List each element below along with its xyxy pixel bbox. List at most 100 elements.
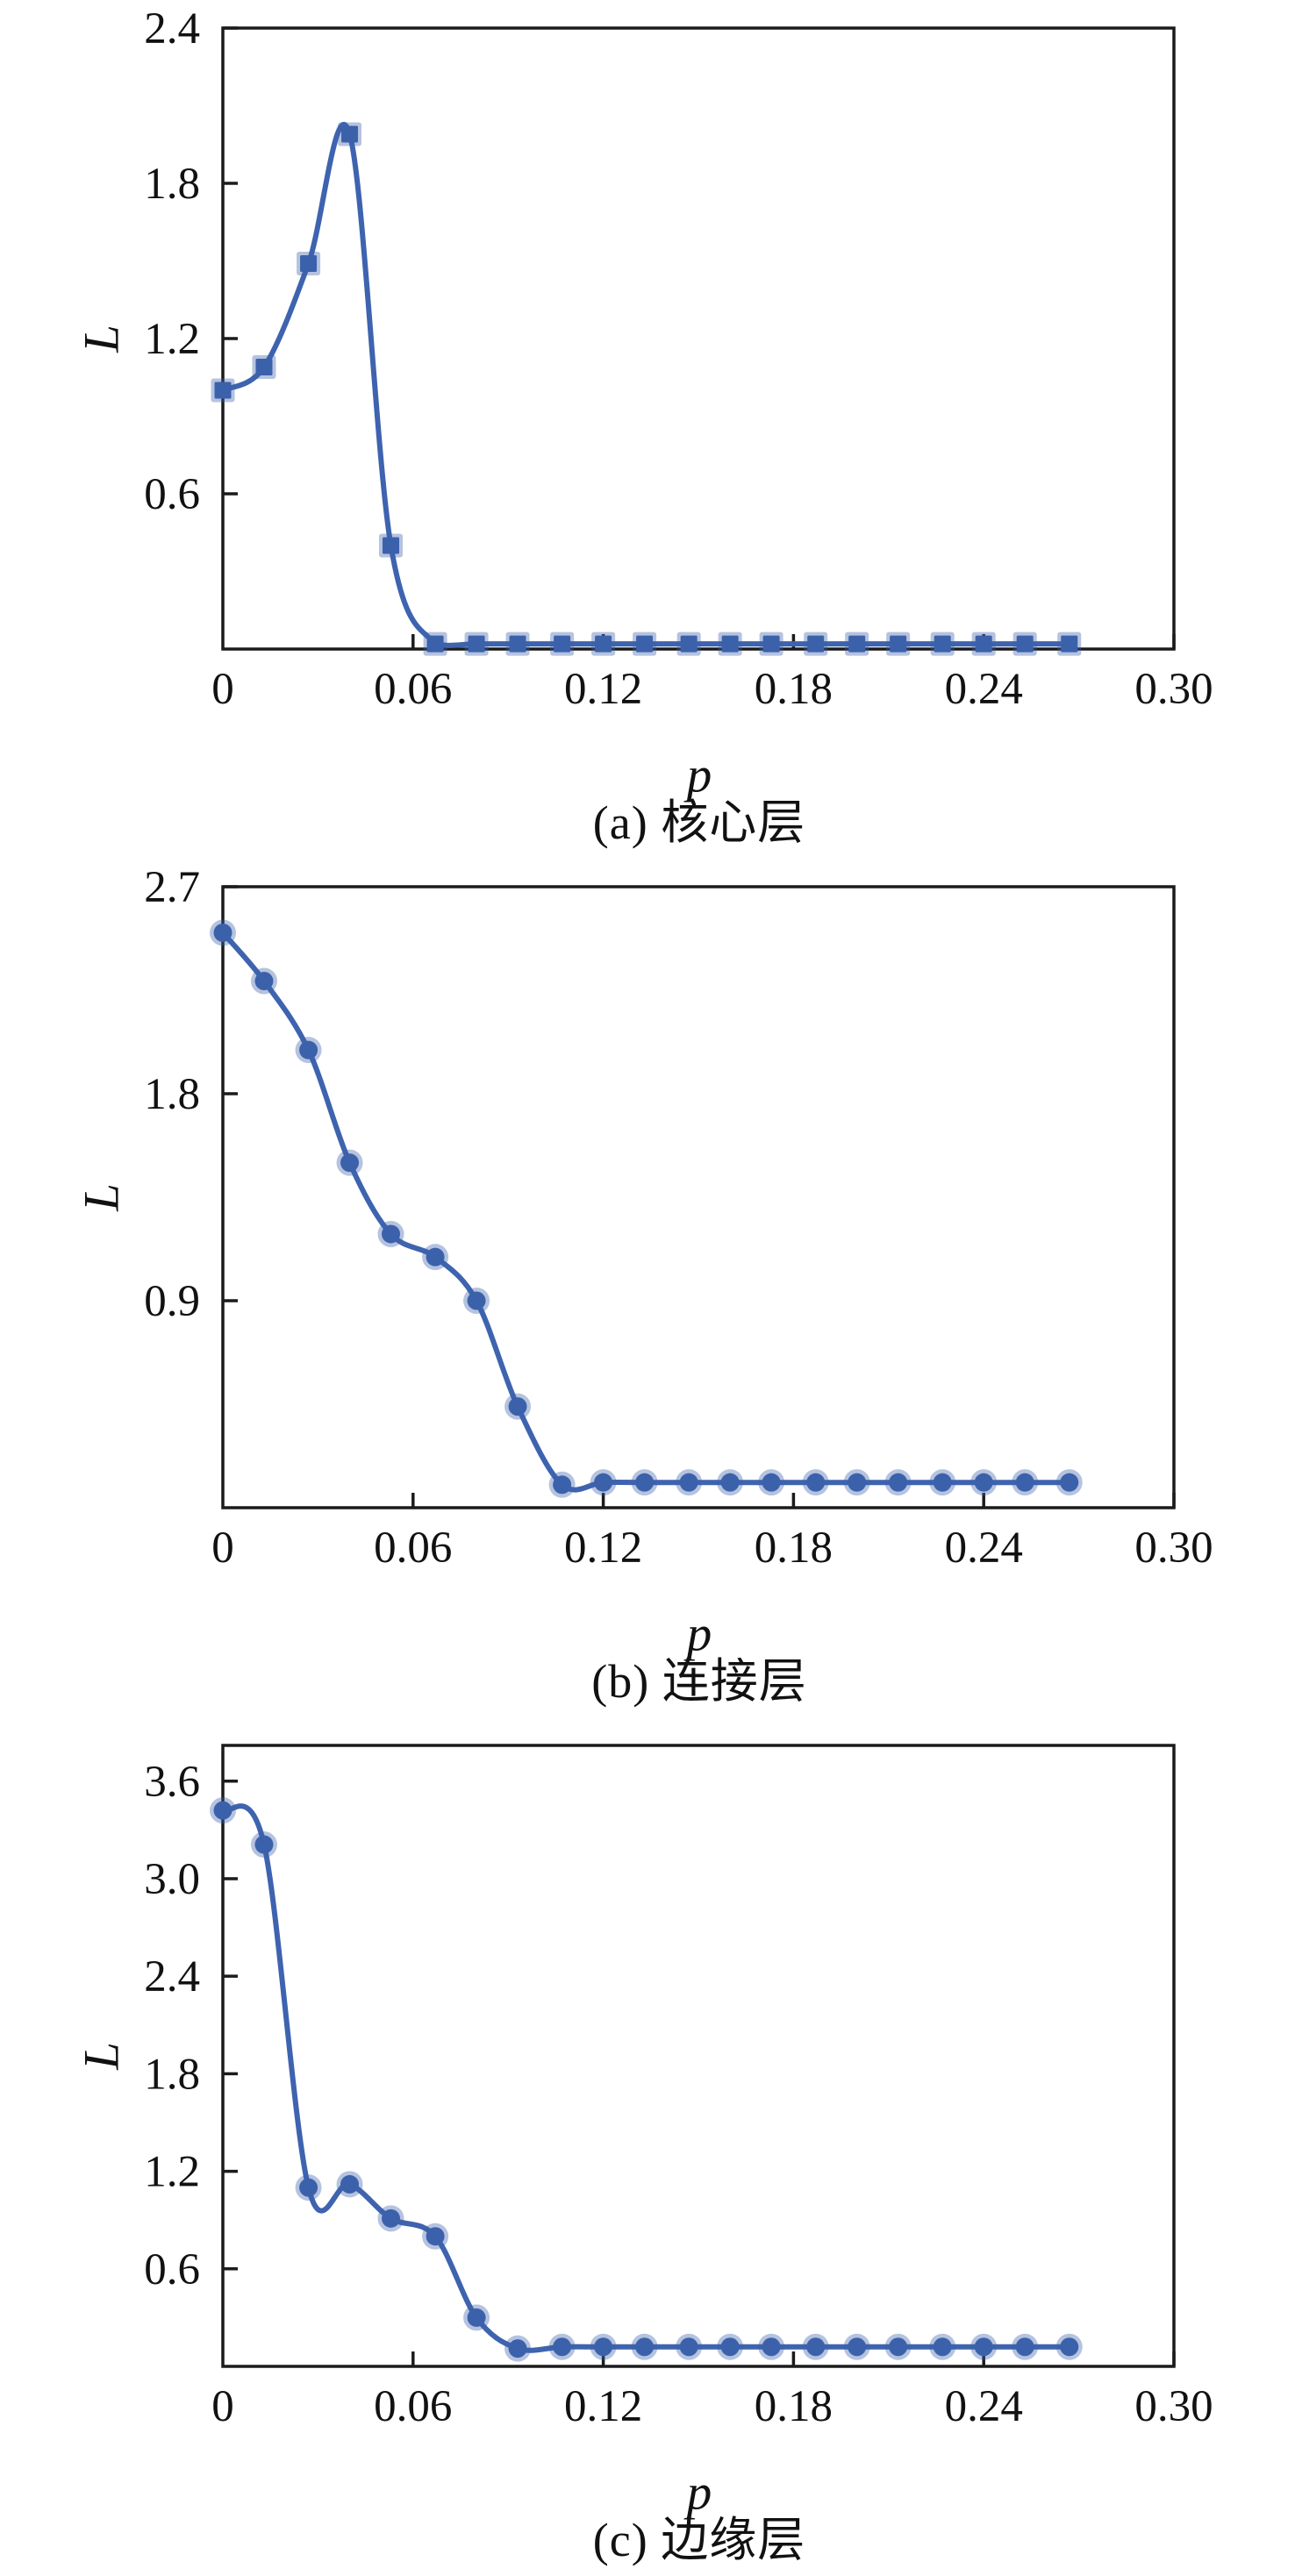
data-point-circle	[213, 1801, 233, 1820]
data-point-circle	[254, 972, 274, 991]
axis-ticks	[223, 885, 1176, 1508]
data-point-circle	[679, 2337, 698, 2357]
y-tick-label: 1.8	[144, 160, 200, 209]
x-tick-label: 0.30	[1134, 2382, 1213, 2431]
chart-svg-a: 0 0.06 0.12 0.18 0.24 0.30 0.6 1.2 1.8 2.4	[144, 4, 1213, 714]
data-points	[210, 1797, 1083, 2362]
chart-panel-c: 0 0.06 0.12 0.18 0.24 0.30 0.6 1.2 1.8 2.4 3.0 3.6 …	[0, 1717, 1295, 2576]
data-point-circle	[806, 2337, 826, 2357]
x-tick-label: 0.24	[945, 665, 1023, 714]
y-axis-label-a: L	[74, 325, 130, 353]
data-point-square	[762, 635, 780, 653]
axis-ticks	[223, 1780, 1176, 2366]
y-tick-label: 1.8	[144, 2050, 200, 2099]
data-point-circle	[382, 2209, 401, 2228]
data-point-circle	[1060, 2337, 1079, 2357]
y-tick-label: 0.6	[144, 2245, 200, 2294]
data-point-square	[255, 358, 273, 375]
series-line	[220, 1803, 1072, 2353]
plot-area-a: 0 0.06 0.12 0.18 0.24 0.30 0.6 1.2 1.8 2.4	[0, 0, 1295, 859]
data-point-circle	[720, 2337, 740, 2357]
data-point-circle	[299, 2178, 318, 2197]
data-point-circle	[299, 1040, 318, 1060]
data-point-square	[848, 635, 866, 653]
data-point-circle	[635, 1473, 655, 1492]
data-point-circle	[762, 1473, 781, 1492]
data-point-circle	[933, 2337, 952, 2357]
y-tick-label: 0.6	[144, 470, 200, 519]
data-point-square	[975, 635, 992, 653]
plot-area-b: 0 0.06 0.12 0.18 0.24 0.30 0.9 1.8 2.7	[0, 859, 1295, 1717]
y-axis-label-b: L	[74, 1183, 130, 1211]
data-point-circle	[508, 1397, 527, 1416]
x-tick-label: 0.18	[755, 2382, 833, 2431]
x-tick-label: 0.18	[755, 665, 833, 714]
x-tick-label: 0.12	[564, 2382, 642, 2431]
y-tick-label: 2.4	[144, 1952, 200, 2002]
x-tick-label: 0.18	[755, 1523, 833, 1573]
caption-a: (a) 核心层	[592, 796, 806, 849]
data-point-square	[383, 537, 400, 554]
data-point-square	[214, 382, 232, 399]
data-points	[210, 919, 1083, 1498]
chart-svg-b: 0 0.06 0.12 0.18 0.24 0.30 0.9 1.8 2.7	[144, 863, 1213, 1573]
x-tick-label: 0.06	[374, 2382, 452, 2431]
data-point-circle	[1060, 1473, 1079, 1492]
series-line	[220, 122, 1072, 648]
x-tick-label: 0.12	[564, 1523, 642, 1573]
axis-ticks	[223, 26, 1176, 649]
data-point-circle	[848, 1473, 867, 1492]
plot-area-c: 0 0.06 0.12 0.18 0.24 0.30 0.6 1.2 1.8 2.4 3.0 3.6	[0, 1717, 1295, 2576]
data-point-circle	[679, 1473, 698, 1492]
data-point-circle	[467, 1291, 486, 1310]
x-tick-label: 0.06	[374, 1523, 452, 1573]
axes-frame	[221, 26, 1176, 651]
data-point-square	[300, 254, 318, 272]
data-point-circle	[889, 2337, 908, 2357]
data-point-circle	[340, 1153, 360, 1173]
data-point-circle	[553, 2337, 572, 2357]
chart-panel-b: 0 0.06 0.12 0.18 0.24 0.30 0.9 1.8 2.7 L p (b) 连…	[0, 859, 1295, 1717]
y-tick-label: 0.9	[144, 1277, 200, 1326]
axes-frame	[221, 885, 1176, 1509]
x-axis-label-b: p	[686, 1606, 712, 1662]
data-point-circle	[806, 1473, 826, 1492]
data-point-square	[554, 635, 571, 653]
y-tick-label: 2.7	[144, 863, 200, 912]
y-tick-label: 1.2	[144, 2148, 200, 2197]
data-point-circle	[508, 2339, 527, 2358]
x-tick-label: 0	[211, 2382, 234, 2431]
chart-panel-a: 0 0.06 0.12 0.18 0.24 0.30 0.6 1.2 1.8 2.4 L p (a…	[0, 0, 1295, 859]
data-point-circle	[762, 2337, 781, 2357]
data-point-circle	[594, 1473, 613, 1492]
data-point-square	[890, 635, 907, 653]
data-point-square	[468, 635, 485, 653]
data-point-square	[595, 635, 612, 653]
data-point-square	[1016, 635, 1034, 653]
x-axis-label-c: p	[686, 2465, 712, 2521]
caption-b: (b) 连接层	[591, 1655, 807, 1708]
data-point-circle	[720, 1473, 740, 1492]
x-tick-label: 0.24	[945, 1523, 1023, 1573]
data-point-square	[934, 635, 951, 653]
y-tick-label: 3.0	[144, 1855, 200, 1904]
data-point-circle	[1015, 1473, 1034, 1492]
x-tick-label: 0	[211, 1523, 234, 1573]
data-point-circle	[974, 1473, 993, 1492]
y-tick-label: 1.8	[144, 1070, 200, 1119]
data-point-circle	[340, 2174, 360, 2194]
data-point-square	[426, 635, 444, 653]
data-point-circle	[594, 2337, 613, 2357]
x-tick-label: 0.30	[1134, 1523, 1213, 1573]
axes-frame	[221, 1744, 1176, 2368]
data-point-circle	[974, 2337, 993, 2357]
x-tick-label: 0.12	[564, 665, 642, 714]
y-tick-label: 3.6	[144, 1758, 200, 1807]
data-point-circle	[848, 2337, 867, 2357]
series-line	[220, 930, 1072, 1493]
data-point-circle	[254, 1835, 274, 1854]
data-point-circle	[889, 1473, 908, 1492]
data-point-circle	[1015, 2337, 1034, 2357]
x-tick-label: 0.30	[1134, 665, 1213, 714]
